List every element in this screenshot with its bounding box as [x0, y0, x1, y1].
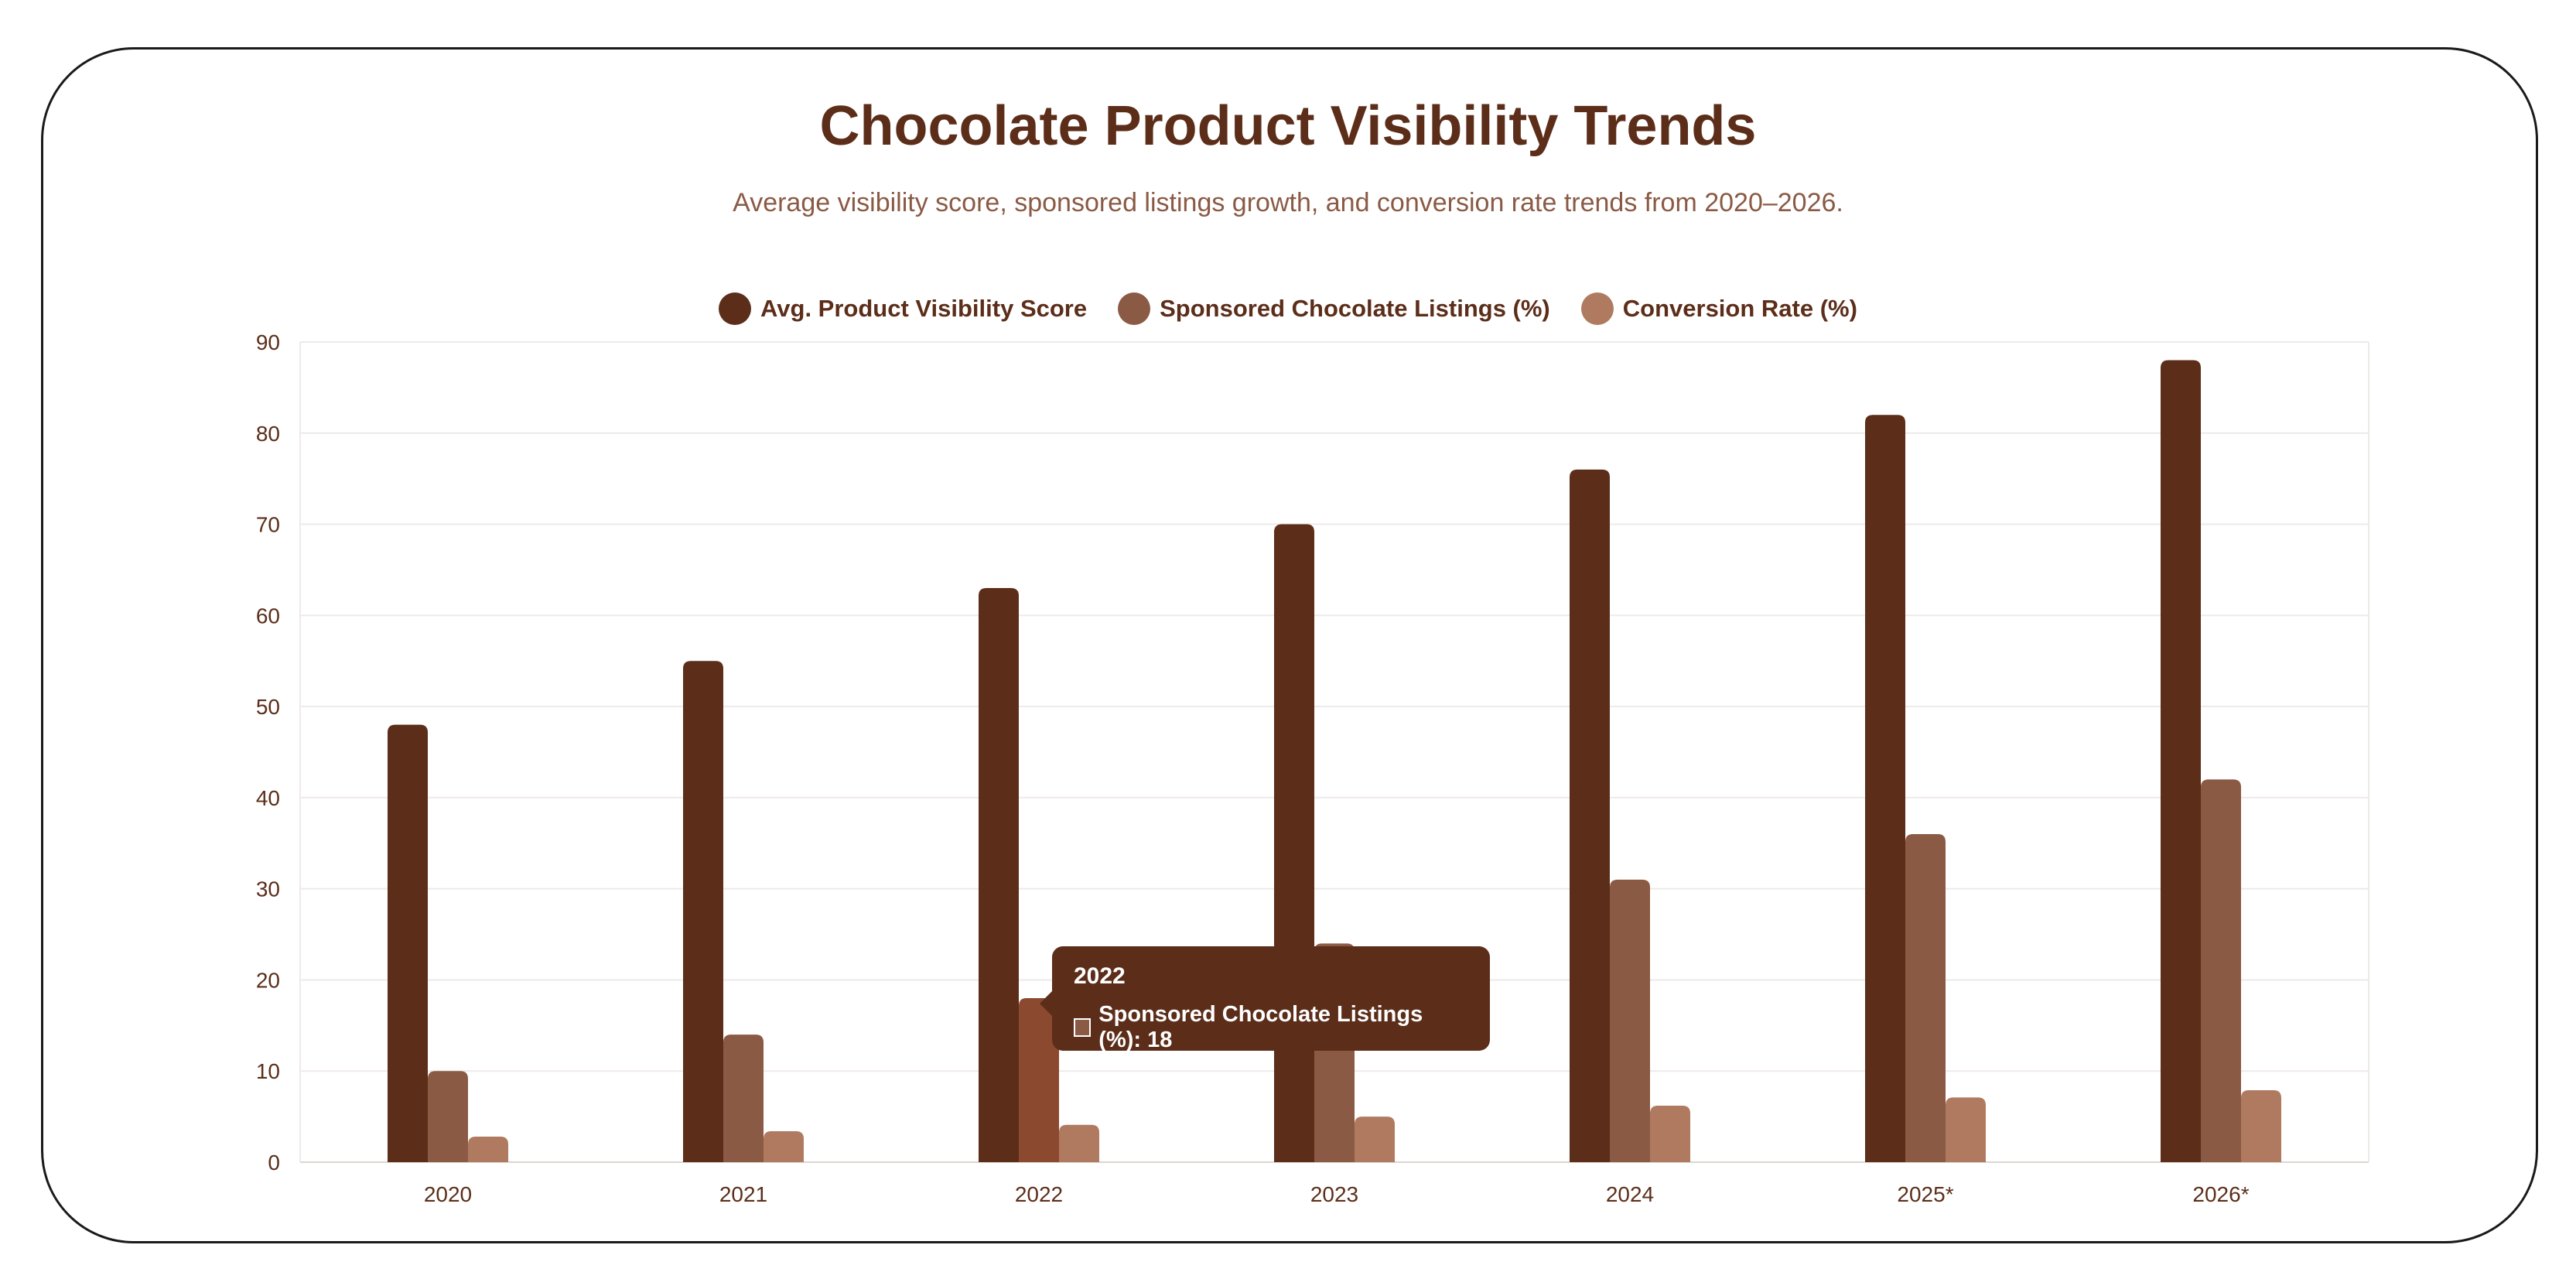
- y-tick-label: 40: [256, 786, 280, 810]
- bar-2021-series-2: [764, 1130, 804, 1162]
- y-tick-label: 90: [256, 330, 280, 354]
- bar-2024-series-2: [1650, 1105, 1690, 1162]
- x-tick-label: 2020: [424, 1182, 472, 1206]
- tooltip-color-box: [1074, 1018, 1092, 1037]
- x-tick-label: 2025*: [1897, 1182, 1953, 1206]
- bar-2024-series-0: [1570, 469, 1610, 1162]
- bar-2023-series-0: [1274, 524, 1314, 1162]
- legend-label-sponsored: Sponsored Chocolate Listings (%): [1160, 295, 1550, 322]
- chart-subtitle: Average visibility score, sponsored list…: [733, 188, 1843, 217]
- tooltip-text: Sponsored Chocolate Listings (%): 18: [1098, 1002, 1423, 1052]
- legend-item-conversion[interactable]: Conversion Rate (%): [1580, 292, 1857, 325]
- legend-swatch-sponsored: [1118, 292, 1151, 325]
- legend-item-visibility[interactable]: Avg. Product Visibility Score: [719, 292, 1087, 325]
- tooltip-row: Sponsored Chocolate Listings (%): 18: [1074, 1002, 1468, 1053]
- legend-swatch-conversion: [1580, 292, 1614, 325]
- x-tick-label: 2023: [1310, 1182, 1358, 1206]
- bar-2026-series-0: [2161, 360, 2201, 1162]
- bar-2023-series-2: [1355, 1117, 1395, 1162]
- y-tick-label: 50: [256, 695, 280, 719]
- x-tick-label: 2022: [1015, 1182, 1063, 1206]
- bar-2025-series-0: [1865, 415, 1905, 1162]
- bar-2025-series-2: [1946, 1097, 1986, 1162]
- legend-swatch-visibility: [719, 292, 752, 325]
- bar-2026-series-2: [2241, 1089, 2281, 1162]
- y-tick-label: 70: [256, 513, 280, 537]
- x-tick-label: 2026*: [2192, 1182, 2249, 1206]
- bar-2020-series-2: [468, 1137, 508, 1162]
- bar-2024-series-1: [1610, 879, 1650, 1162]
- y-tick-label: 60: [256, 604, 280, 628]
- y-tick-label: 80: [256, 422, 280, 446]
- bar-2025-series-1: [1905, 834, 1946, 1162]
- bar-2022-series-0: [979, 588, 1019, 1162]
- x-tick-label: 2021: [719, 1182, 767, 1206]
- chart-tooltip: 2022 Sponsored Chocolate Listings (%): 1…: [1040, 946, 1490, 1053]
- bar-2020-series-0: [388, 724, 428, 1162]
- legend-item-sponsored[interactable]: Sponsored Chocolate Listings (%): [1118, 292, 1550, 325]
- chart-title: Chocolate Product Visibility Trends: [819, 95, 1757, 157]
- legend-label-visibility: Avg. Product Visibility Score: [760, 295, 1088, 322]
- bar-2021-series-1: [723, 1034, 764, 1162]
- tooltip-title: 2022: [1074, 963, 1126, 989]
- x-tick-label: 2024: [1606, 1182, 1654, 1206]
- bar-2021-series-0: [683, 661, 723, 1162]
- y-tick-label: 10: [256, 1059, 280, 1083]
- y-tick-label: 0: [268, 1151, 280, 1175]
- bar-2020-series-1: [428, 1071, 468, 1162]
- legend-label-conversion: Conversion Rate (%): [1622, 295, 1857, 322]
- bar-2026-series-1: [2201, 779, 2241, 1162]
- bar-2022-series-1: [1019, 998, 1059, 1162]
- y-tick-label: 30: [256, 877, 280, 901]
- chart-legend: Avg. Product Visibility Score Sponsored …: [0, 292, 2576, 325]
- y-tick-label: 20: [256, 968, 280, 992]
- bar-2022-series-2: [1059, 1124, 1099, 1162]
